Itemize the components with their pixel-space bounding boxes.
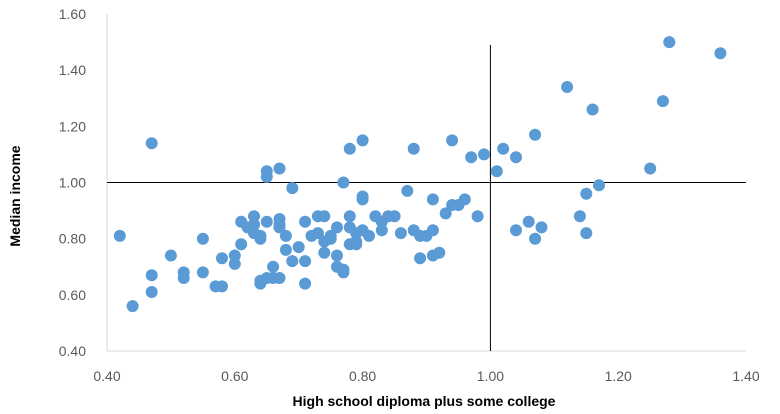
data-point bbox=[561, 81, 574, 93]
data-point bbox=[299, 215, 312, 228]
data-point bbox=[337, 176, 350, 189]
data-point bbox=[216, 252, 228, 265]
data-point bbox=[471, 210, 484, 223]
data-point bbox=[145, 286, 158, 298]
data-point bbox=[458, 193, 471, 206]
data-point bbox=[426, 224, 439, 237]
data-point bbox=[586, 103, 599, 116]
y-tick-label: 1.20 bbox=[59, 118, 86, 134]
data-point bbox=[343, 210, 356, 223]
data-point bbox=[433, 246, 446, 259]
data-point bbox=[260, 215, 273, 228]
data-point bbox=[299, 277, 312, 290]
x-tick-label: 0.40 bbox=[93, 368, 120, 384]
data-point bbox=[324, 229, 337, 242]
data-point bbox=[490, 165, 503, 178]
y-tick-label: 0.80 bbox=[59, 231, 86, 247]
reference-lines bbox=[107, 44, 746, 351]
data-point bbox=[644, 162, 657, 175]
data-point bbox=[196, 266, 209, 279]
y-tick-label: 0.60 bbox=[59, 287, 86, 303]
y-tick-label: 1.40 bbox=[59, 62, 86, 78]
data-point bbox=[113, 229, 126, 242]
data-point bbox=[177, 272, 190, 284]
data-point bbox=[254, 229, 267, 242]
data-point bbox=[573, 210, 586, 223]
data-point bbox=[522, 215, 535, 228]
data-point bbox=[535, 221, 548, 234]
data-point bbox=[663, 36, 676, 49]
data-point bbox=[375, 224, 388, 237]
data-point bbox=[286, 182, 299, 195]
data-point bbox=[343, 142, 356, 155]
data-point bbox=[363, 229, 375, 242]
data-point bbox=[529, 128, 542, 141]
x-tick-label: 0.80 bbox=[349, 368, 376, 384]
data-point bbox=[465, 151, 478, 164]
data-point bbox=[529, 232, 542, 245]
data-point bbox=[216, 280, 228, 293]
data-point bbox=[318, 210, 331, 223]
data-point bbox=[286, 255, 299, 268]
data-points bbox=[113, 36, 727, 313]
y-axis-tick-labels: 0.40 0.60 0.80 1.00 1.20 1.40 1.60 bbox=[59, 6, 86, 359]
x-axis-title: High school diploma plus some college bbox=[293, 393, 556, 409]
data-point bbox=[401, 184, 414, 197]
data-point bbox=[292, 241, 305, 254]
data-point bbox=[145, 269, 158, 282]
data-point bbox=[478, 148, 490, 161]
y-tick-label: 1.00 bbox=[59, 175, 86, 191]
data-point bbox=[248, 210, 260, 223]
data-point bbox=[356, 193, 369, 206]
data-point bbox=[580, 227, 593, 240]
data-point bbox=[337, 263, 350, 276]
data-point bbox=[593, 179, 605, 192]
data-point bbox=[497, 142, 510, 155]
data-point bbox=[228, 249, 241, 262]
data-point bbox=[228, 257, 241, 270]
data-point bbox=[318, 246, 331, 259]
x-tick-label: 1.40 bbox=[732, 368, 759, 384]
y-tick-label: 0.40 bbox=[59, 343, 86, 359]
data-point bbox=[510, 224, 522, 237]
data-point bbox=[235, 238, 248, 251]
data-point bbox=[248, 218, 260, 231]
data-point bbox=[273, 213, 286, 225]
data-point bbox=[145, 137, 158, 150]
data-point bbox=[714, 47, 727, 60]
data-point bbox=[356, 134, 369, 147]
data-point bbox=[656, 95, 669, 108]
x-axis-tick-labels: 0.40 0.60 0.80 1.00 1.20 1.40 bbox=[93, 368, 759, 384]
x-tick-label: 0.60 bbox=[221, 368, 248, 384]
data-point bbox=[510, 151, 522, 164]
data-point bbox=[439, 207, 452, 220]
data-point bbox=[260, 170, 273, 183]
data-point bbox=[446, 134, 459, 147]
data-point bbox=[311, 227, 324, 240]
data-point bbox=[426, 193, 439, 206]
data-point bbox=[580, 187, 593, 200]
data-point bbox=[388, 210, 401, 223]
data-point bbox=[196, 232, 209, 245]
y-axis-title: Median income bbox=[7, 145, 23, 246]
data-point bbox=[331, 249, 343, 262]
data-point bbox=[394, 227, 407, 240]
data-point bbox=[126, 300, 139, 313]
x-tick-label: 1.00 bbox=[477, 368, 504, 384]
data-point bbox=[273, 272, 286, 284]
data-point bbox=[414, 252, 427, 265]
data-point bbox=[331, 221, 343, 234]
data-point bbox=[299, 255, 312, 268]
data-point bbox=[350, 238, 363, 251]
data-point bbox=[164, 249, 177, 262]
data-point bbox=[273, 162, 286, 175]
data-point bbox=[279, 243, 292, 256]
data-point bbox=[407, 142, 420, 155]
y-tick-label: 1.60 bbox=[59, 6, 86, 22]
data-point bbox=[267, 260, 280, 273]
data-point bbox=[279, 229, 292, 242]
x-tick-label: 1.20 bbox=[605, 368, 632, 384]
